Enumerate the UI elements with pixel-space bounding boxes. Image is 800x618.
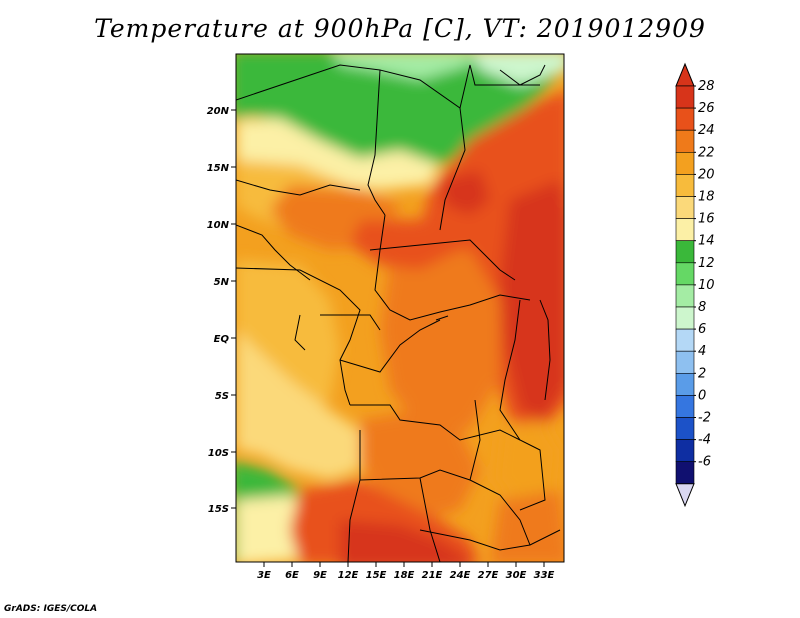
lat-label: 10N [207,220,230,231]
lat-label: EQ [214,334,230,345]
colorbar-segment [675,240,695,264]
colorbar-label: -2 [698,411,711,426]
colorbar-label: -6 [698,455,711,470]
longitude-axis: 3E 6E 9E 12E 15E 18E 21E 24E 27E 30E 33E [257,562,555,581]
colorbar-segment [675,196,695,219]
lat-label: 5S [215,391,229,402]
colorbar-segment [675,417,695,440]
colorbar-segment [675,218,695,242]
colorbar-label: 24 [698,123,715,138]
colorbar-over-arrow [675,62,695,87]
lon-label: 9E [313,570,327,581]
colorbar-label: 14 [698,234,715,249]
lon-label: 3E [257,570,271,581]
colorbar-segment [675,107,695,131]
colorbar-label: 0 [698,388,706,403]
plot-title: Temperature at 900hPa [C], VT: 201901290… [94,14,706,43]
map-frame [235,53,565,563]
temperature-field [236,54,564,562]
lat-label: 20N [207,106,230,117]
lon-label: 15E [366,570,387,581]
colorbar-label: -4 [698,433,711,448]
colorbar-segment [675,284,695,308]
lon-label: 33E [534,570,555,581]
lon-label: 12E [338,570,359,581]
colorbar-label: 26 [698,101,715,116]
colorbar-segment [675,461,695,485]
colorbar-label: 10 [698,278,715,293]
colorbar-segment [675,129,695,153]
lat-label: 10S [208,448,229,459]
lon-label: 18E [394,570,415,581]
colorbar-label: 12 [698,256,715,271]
colorbar-segment [675,350,695,374]
colorbar-label: 16 [698,212,715,227]
latitude-axis: 20N 15N 10N 5N EQ 5S 10S 15S [207,106,236,515]
colorbar-label: 18 [698,190,715,205]
colorbar-segment [675,306,695,330]
lon-label: 27E [478,570,499,581]
lat-label: 15N [207,163,230,174]
lon-label: 21E [422,570,443,581]
colorbar-segment [675,174,695,197]
lon-label: 24E [450,570,471,581]
colorbar-segment [675,85,695,109]
lat-label: 15S [208,504,229,515]
colorbar-label: 20 [698,167,715,182]
country-borders [236,64,561,562]
lon-label: 30E [506,570,527,581]
lat-label: 5N [214,277,230,288]
colorbar-label: 4 [698,344,706,359]
colorbar-segment [675,372,695,396]
colorbar-label: 6 [698,322,706,337]
colorbar-segment [675,152,695,175]
colorbar-label: 22 [698,145,715,160]
colorbar-under-arrow [675,483,695,508]
colorbar-label: 2 [698,366,706,381]
colorbar-segment [675,328,695,352]
colorbar-label: 28 [698,79,715,94]
colorbar-segment [675,439,695,463]
colorbar-segment [675,395,695,418]
credit-text: GrADS: IGES/COLA [4,604,98,614]
colorbar-label: 8 [698,300,706,315]
lon-label: 6E [285,570,299,581]
colorbar-segment [675,262,695,286]
